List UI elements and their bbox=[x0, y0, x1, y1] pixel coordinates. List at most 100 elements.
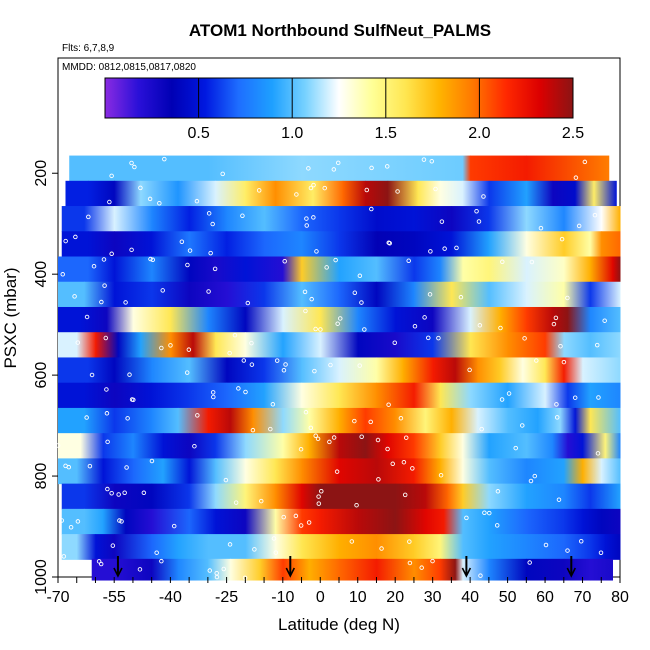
heatmap-cell bbox=[301, 256, 340, 283]
heatmap-cell bbox=[275, 534, 303, 560]
heatmap-cell bbox=[207, 407, 231, 434]
measurement-marker bbox=[386, 402, 391, 407]
measurement-marker bbox=[89, 372, 95, 378]
heatmap-cell bbox=[462, 534, 490, 560]
heatmap-cell bbox=[376, 281, 415, 308]
heatmap-cell bbox=[357, 483, 396, 510]
heatmap-cell bbox=[151, 483, 190, 510]
measurement-marker bbox=[392, 340, 398, 345]
heatmap-cell bbox=[215, 483, 246, 510]
measurement-marker bbox=[63, 238, 68, 244]
x-tick-label: -10 bbox=[271, 589, 294, 606]
heatmap-cell bbox=[601, 508, 621, 535]
heatmap-cell bbox=[590, 558, 614, 581]
heatmap-cell bbox=[567, 306, 591, 333]
heatmap-cell bbox=[58, 357, 89, 384]
measurement-marker bbox=[522, 336, 527, 341]
heatmap-cell bbox=[357, 306, 396, 333]
heatmap-cell bbox=[114, 407, 153, 434]
measurement-marker bbox=[312, 368, 317, 374]
heatmap-cell bbox=[80, 433, 104, 459]
heatmap-cell bbox=[76, 534, 96, 560]
heatmap-cell bbox=[488, 558, 527, 581]
heatmap-cell bbox=[245, 508, 276, 535]
measurement-marker bbox=[322, 185, 327, 191]
x-tick-label: 20 bbox=[386, 589, 404, 606]
measurement-marker bbox=[592, 212, 598, 218]
measurement-marker bbox=[335, 160, 341, 166]
measurement-marker bbox=[187, 248, 193, 253]
measurement-marker bbox=[103, 335, 109, 341]
heatmap-cell bbox=[301, 458, 340, 485]
measurement-marker bbox=[154, 550, 159, 555]
heatmap-cell bbox=[282, 407, 310, 434]
heatmap-cell bbox=[462, 508, 490, 535]
heatmap-cell bbox=[413, 281, 452, 308]
heatmap-cell bbox=[87, 357, 115, 384]
heatmap-cell bbox=[226, 281, 265, 308]
heatmap-cell bbox=[417, 180, 441, 207]
measurement-marker bbox=[157, 200, 162, 206]
heatmap-cell bbox=[106, 306, 134, 333]
heatmap-cell bbox=[413, 382, 441, 409]
measurement-marker bbox=[554, 415, 560, 420]
measurement-marker bbox=[129, 247, 134, 253]
y-tick-label: 1000 bbox=[33, 559, 50, 595]
measurement-marker bbox=[495, 489, 501, 494]
heatmap-cell bbox=[537, 407, 561, 434]
heatmap-cell bbox=[264, 382, 303, 409]
measurement-marker bbox=[442, 246, 447, 251]
heatmap-cell bbox=[339, 231, 377, 258]
x-axis-label: Latitude (deg N) bbox=[278, 615, 400, 634]
heatmap-cell bbox=[447, 483, 464, 510]
measurement-marker bbox=[316, 494, 321, 499]
measurement-marker bbox=[179, 239, 185, 244]
measurement-marker bbox=[520, 423, 525, 428]
measurement-marker bbox=[422, 315, 427, 320]
heatmap-cell bbox=[65, 180, 89, 207]
measurement-marker bbox=[91, 263, 97, 269]
measurement-marker bbox=[304, 223, 309, 228]
measurement-marker bbox=[298, 446, 304, 452]
heatmap-cell bbox=[245, 483, 276, 510]
heatmap-cell bbox=[230, 558, 261, 581]
heatmap-cell bbox=[526, 281, 565, 308]
heatmap-cell bbox=[320, 332, 359, 358]
measurement-marker bbox=[194, 198, 200, 204]
heatmap-cell bbox=[114, 281, 153, 308]
heatmap-cell bbox=[132, 458, 164, 485]
heatmap-cell bbox=[170, 306, 209, 333]
measurement-marker bbox=[401, 459, 407, 465]
heatmap-cell bbox=[339, 433, 366, 459]
measurement-marker bbox=[352, 290, 358, 296]
measurement-marker bbox=[186, 347, 192, 352]
y-axis: 200 400 600 800 1000 bbox=[33, 160, 58, 595]
measurement-marker bbox=[304, 216, 309, 221]
measurement-marker bbox=[298, 523, 304, 528]
heatmap-cell bbox=[477, 407, 509, 434]
measurement-marker bbox=[529, 259, 535, 265]
heatmap-cell bbox=[189, 483, 216, 510]
measurement-marker bbox=[311, 215, 316, 220]
heatmap-cell bbox=[114, 534, 153, 560]
heatmap-cells bbox=[58, 155, 621, 581]
heatmap-cell bbox=[470, 382, 509, 409]
profile-arrow-head bbox=[461, 567, 472, 578]
heatmap-cell bbox=[488, 231, 527, 258]
heatmap-cell bbox=[339, 382, 377, 409]
heatmap-cell bbox=[395, 508, 426, 535]
measurement-marker bbox=[159, 558, 164, 564]
measurement-marker bbox=[149, 458, 155, 464]
heatmap-cell bbox=[567, 433, 584, 459]
heatmap-cell bbox=[526, 508, 565, 535]
measurement-marker bbox=[395, 189, 400, 194]
heatmap-cell bbox=[440, 433, 464, 459]
colorbar bbox=[104, 77, 574, 119]
heatmap-cell bbox=[125, 508, 153, 535]
x-tick-label: 80 bbox=[611, 589, 629, 606]
heatmap-cell bbox=[590, 483, 621, 510]
heatmap-cell bbox=[413, 231, 452, 258]
heatmap-cell bbox=[151, 256, 190, 283]
measurement-marker bbox=[364, 187, 370, 193]
heatmap-cell bbox=[339, 357, 377, 384]
